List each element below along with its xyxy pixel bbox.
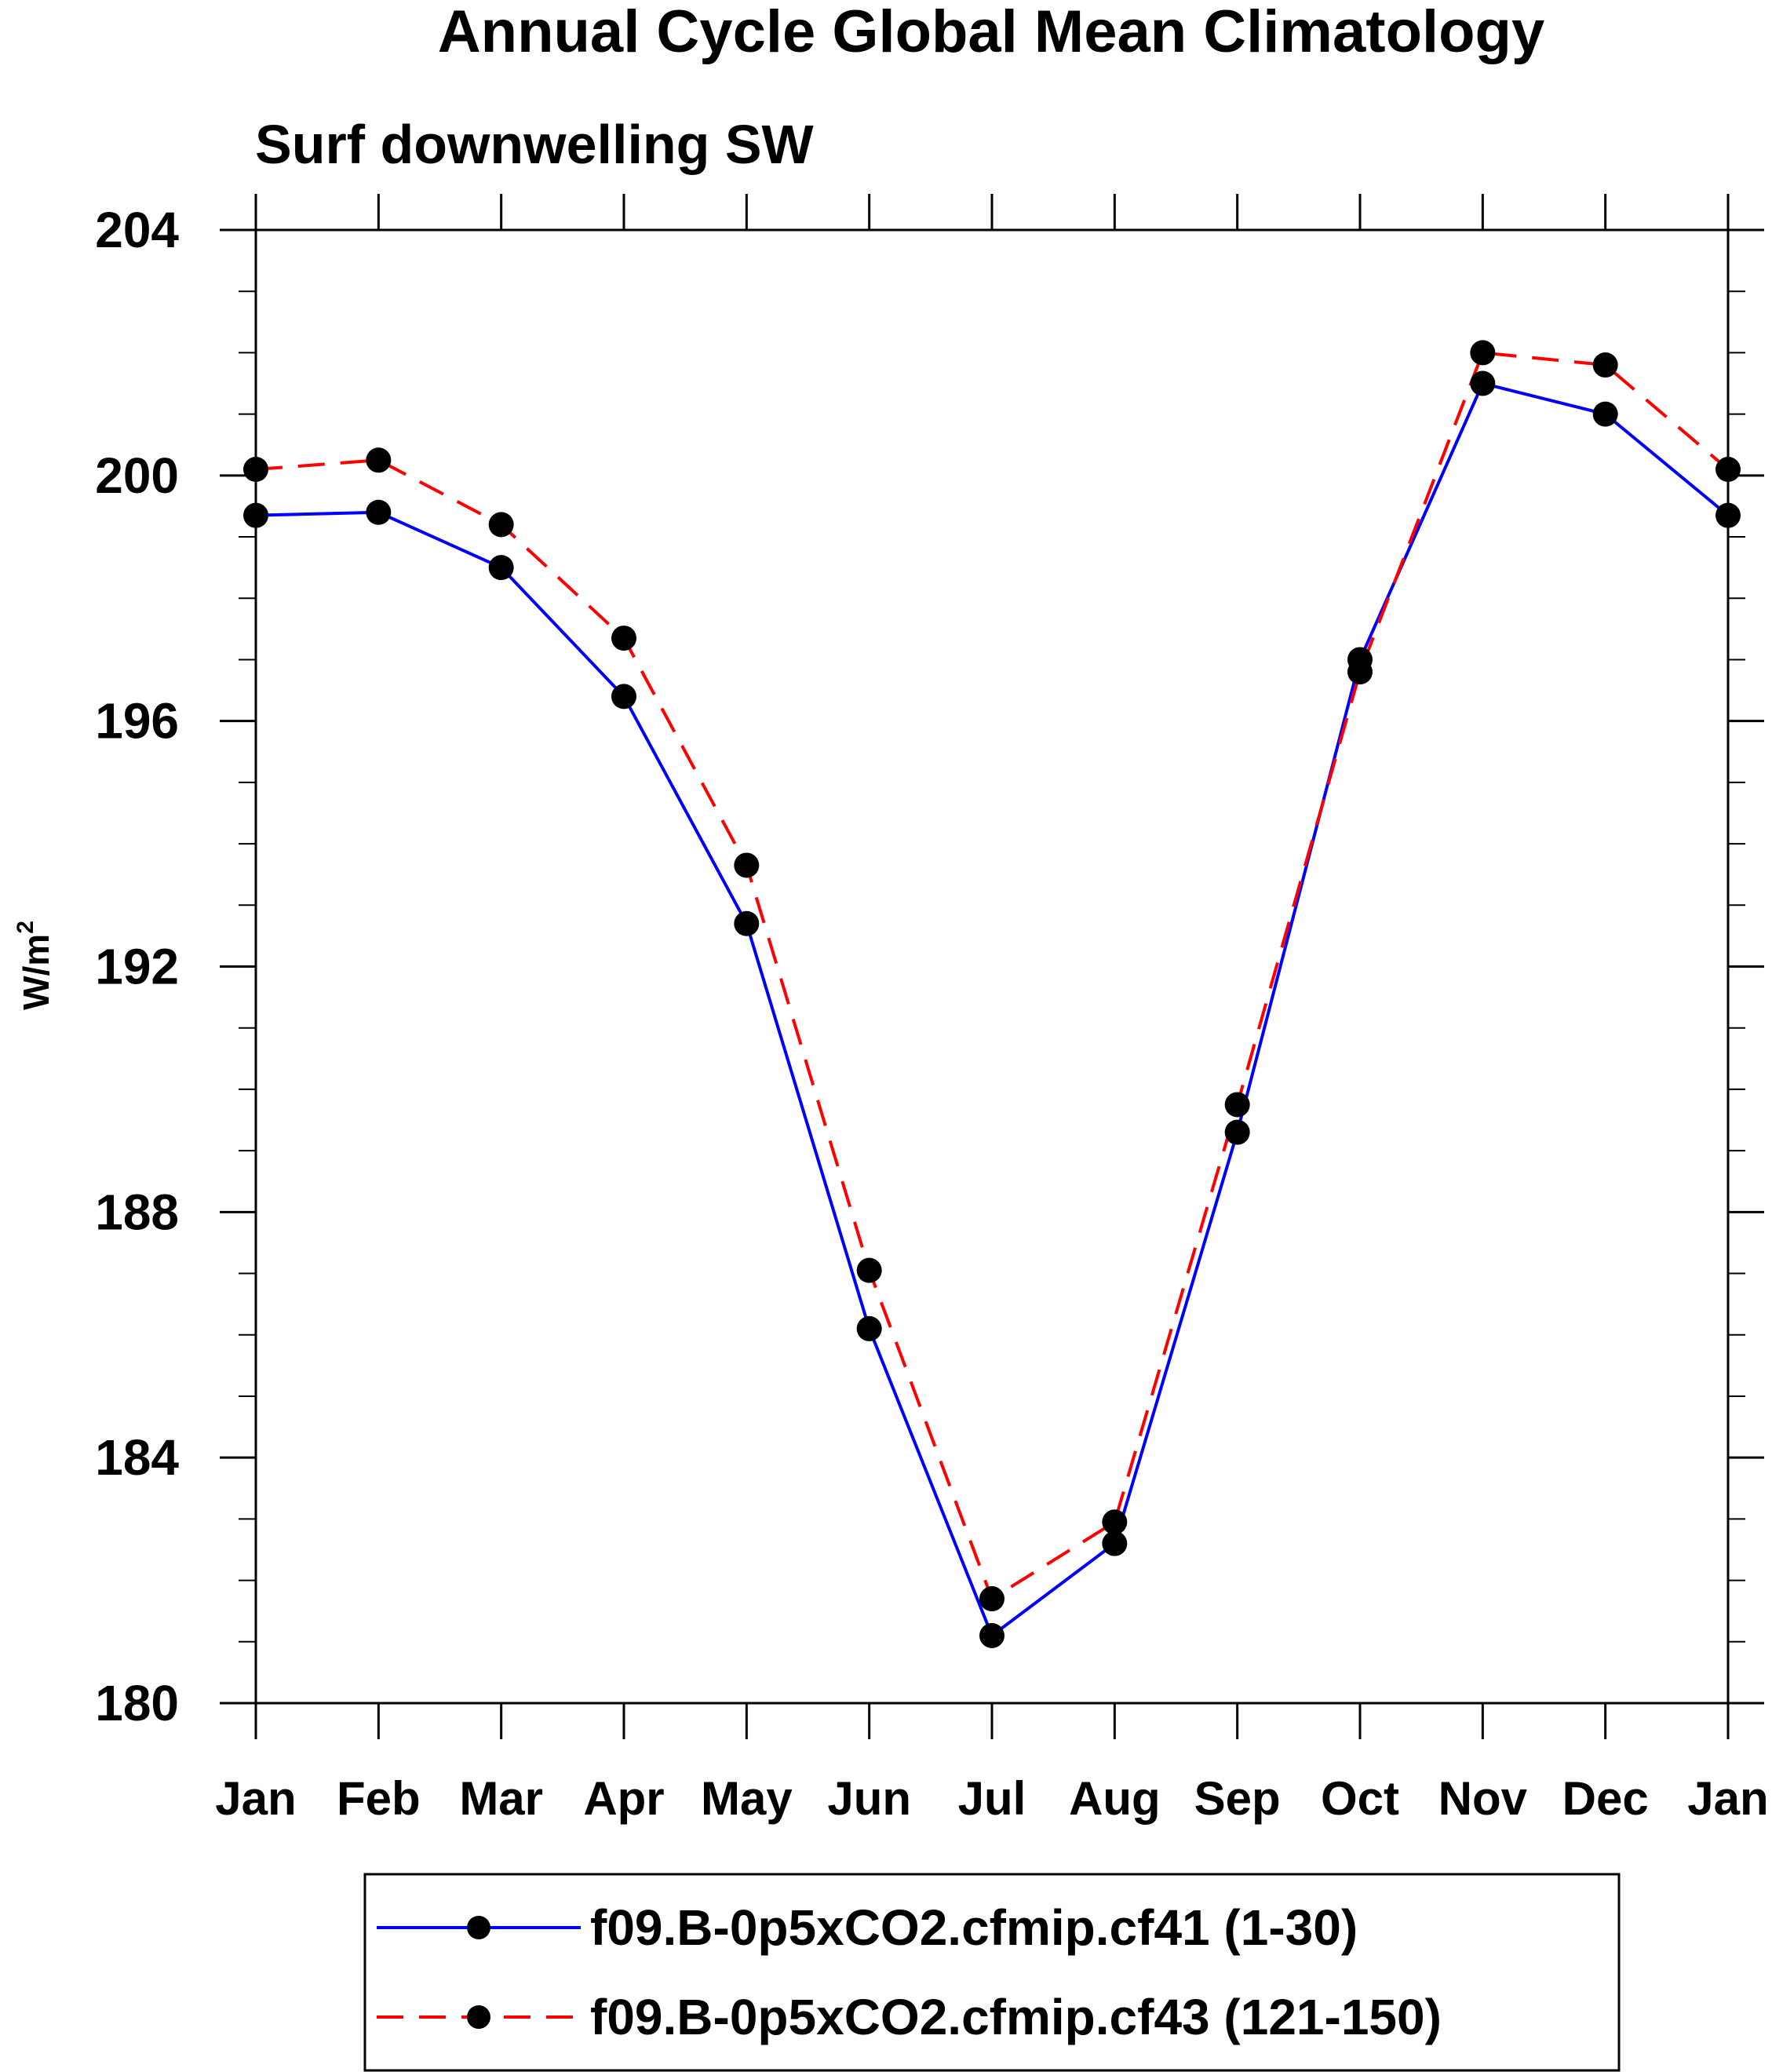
x-tick-label: Oct bbox=[1321, 1772, 1399, 1825]
data-point-series-2 bbox=[979, 1586, 1004, 1612]
y-tick-label: 184 bbox=[95, 1429, 179, 1486]
axes: 180 184 188 192 196 200 204 Jan Feb Mar Apr May Jun J… bbox=[95, 194, 1769, 1825]
data-point-series-1 bbox=[366, 499, 392, 525]
data-point-series-1 bbox=[734, 910, 760, 936]
data-point-series-1 bbox=[1102, 1530, 1128, 1556]
svg-text:W/m2: W/m2 bbox=[13, 921, 57, 1010]
legend-marker-series-2 bbox=[467, 2005, 490, 2029]
series-line-1 bbox=[255, 381, 1730, 1637]
x-tick-label: Sep bbox=[1194, 1772, 1281, 1825]
x-tick-label: May bbox=[701, 1772, 793, 1825]
data-point-series-2 bbox=[1470, 340, 1496, 366]
x-tick-label: Mar bbox=[459, 1772, 543, 1825]
data-point-series-1 bbox=[1224, 1119, 1250, 1145]
x-tick-label: Dec bbox=[1562, 1772, 1649, 1825]
data-point-series-1 bbox=[611, 684, 636, 710]
legend-label-series-2: f09.B-0p5xCO2.cfmip.cf43 (121-150) bbox=[590, 1989, 1442, 2045]
data-point-series-2 bbox=[611, 626, 636, 651]
data-point-series-1 bbox=[488, 555, 514, 581]
x-tick-label: Nov bbox=[1438, 1772, 1528, 1825]
chart-subtitle: Surf downwelling SW bbox=[255, 114, 814, 175]
legend: f09.B-0p5xCO2.cfmip.cf41 (1-30) f09.B-0p… bbox=[363, 1873, 1621, 2072]
chart-title: Annual Cycle Global Mean Climatology bbox=[438, 0, 1544, 65]
series-line-2 bbox=[255, 351, 1730, 1601]
data-point-series-2 bbox=[366, 447, 392, 473]
data-point-series-2 bbox=[734, 852, 760, 878]
x-tick-label: Feb bbox=[337, 1772, 421, 1825]
data-point-series-1 bbox=[856, 1315, 882, 1341]
x-tick-label: Jul bbox=[958, 1772, 1026, 1825]
y-axis-title: W/m2 bbox=[13, 921, 57, 1010]
legend-marker-series-1 bbox=[467, 1916, 490, 1939]
data-point-series-2 bbox=[856, 1257, 882, 1283]
y-tick-label: 188 bbox=[95, 1184, 179, 1240]
plot-frame bbox=[254, 228, 1730, 1705]
data-series bbox=[243, 340, 1741, 1648]
y-tick-label: 204 bbox=[95, 202, 179, 258]
x-tick-label: Jun bbox=[827, 1772, 911, 1825]
data-point-series-2 bbox=[1715, 457, 1741, 483]
data-point-series-1 bbox=[1715, 502, 1741, 528]
data-point-series-2 bbox=[1347, 659, 1373, 685]
data-point-series-2 bbox=[1592, 352, 1618, 378]
y-axis-label: W/m bbox=[16, 934, 57, 1010]
data-point-series-2 bbox=[1224, 1092, 1250, 1118]
x-tick-label: Aug bbox=[1069, 1772, 1161, 1825]
y-tick-label: 192 bbox=[95, 939, 179, 995]
data-point-series-2 bbox=[243, 457, 268, 483]
data-point-series-1 bbox=[979, 1622, 1004, 1648]
legend-box bbox=[363, 1873, 1621, 2072]
y-tick-label: 180 bbox=[95, 1675, 179, 1731]
legend-label-series-1: f09.B-0p5xCO2.cfmip.cf41 (1-30) bbox=[590, 1899, 1358, 1956]
data-point-series-1 bbox=[243, 502, 268, 528]
data-point-series-2 bbox=[488, 512, 514, 538]
x-tick-label: Jan bbox=[1687, 1772, 1768, 1825]
data-point-series-1 bbox=[1592, 401, 1618, 427]
data-point-series-2 bbox=[1102, 1509, 1128, 1535]
y-tick-label: 200 bbox=[95, 447, 179, 504]
data-point-series-1 bbox=[1470, 370, 1496, 396]
x-tick-label: Apr bbox=[583, 1772, 664, 1825]
y-axis-label-superscript: 2 bbox=[13, 921, 38, 934]
y-tick-label: 196 bbox=[95, 693, 179, 750]
x-tick-label: Jan bbox=[215, 1772, 296, 1825]
